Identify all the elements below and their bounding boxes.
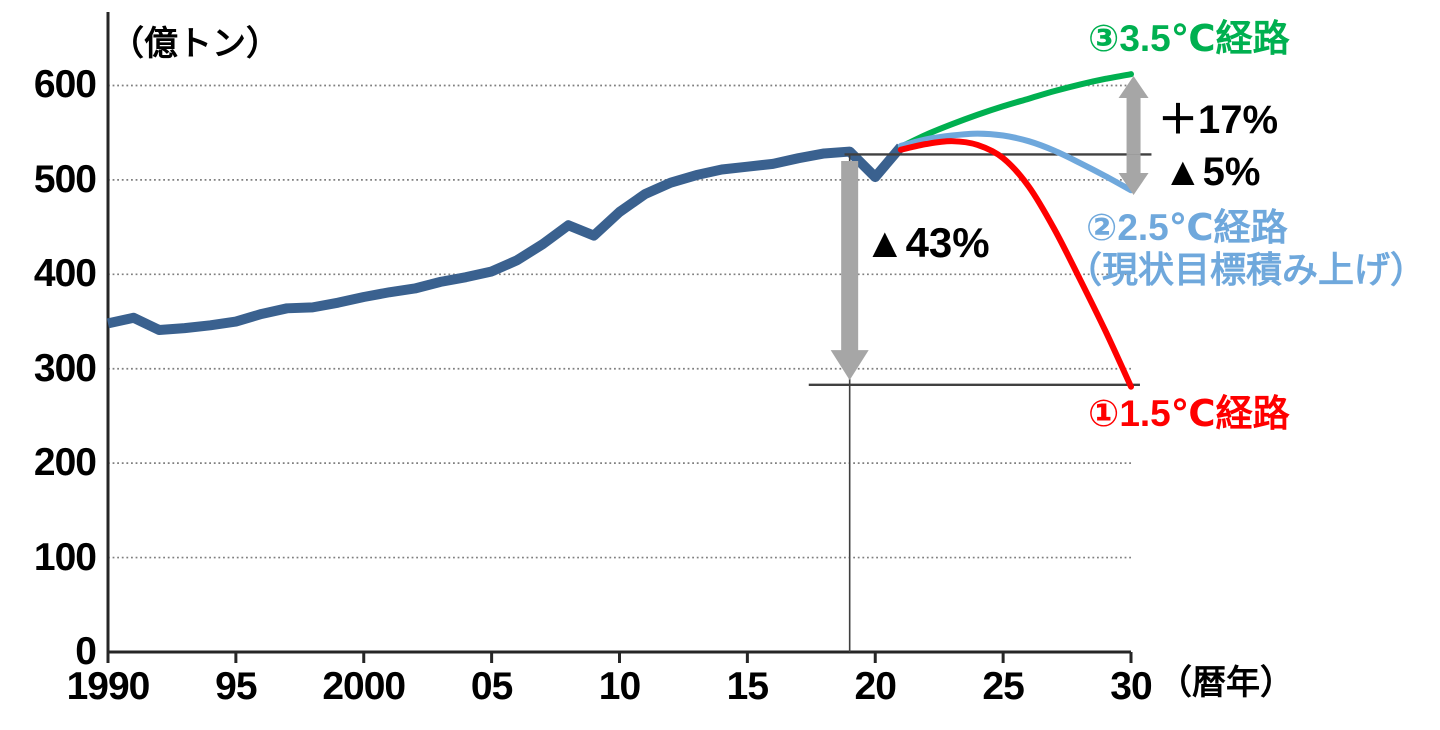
axes	[106, 12, 1131, 654]
x-axis-unit-label: （暦年）	[1158, 664, 1294, 702]
x-tick-label-1995: 95	[215, 665, 257, 708]
y-tick-label-0: 0	[75, 630, 97, 673]
series-path-2-5c	[897, 130, 1134, 194]
series-label-1-5c-path: ①1.5℃経路	[1088, 393, 1290, 434]
x-tick-label-1990: 1990	[66, 665, 151, 708]
x-tick-label-2025: 25	[982, 665, 1024, 708]
series-path-1-5c	[897, 138, 1134, 390]
arrow-down-5	[1118, 154, 1149, 196]
series-historical-emissions	[106, 143, 905, 336]
y-axis-unit-label: （億トン）	[110, 25, 280, 63]
y-tick-label-600: 600	[33, 63, 97, 107]
series-sublabel-2-5c-path: （現状目標積み上げ）	[1066, 249, 1427, 290]
series-path-3-5c	[897, 71, 1134, 150]
y-tick-label-200: 200	[33, 441, 97, 485]
y-tick-label-300: 300	[33, 346, 97, 390]
x-tick-label-2010: 10	[598, 665, 641, 708]
x-tick-label-2020: 20	[854, 665, 897, 708]
x-tick-label-2000: 2000	[322, 665, 406, 708]
x-tick-label-2030: 30	[1110, 665, 1152, 708]
x-tick-label-2015: 15	[726, 665, 769, 708]
y-tick-label-500: 500	[33, 157, 97, 201]
series-label-3-5c-path: ③3.5℃経路	[1088, 18, 1290, 59]
annotation-minus-43-percent: ▲43%	[864, 219, 990, 266]
arrow-drop-43	[830, 161, 869, 381]
x-tick-label-2005: 05	[470, 665, 513, 708]
y-tick-label-100: 100	[33, 535, 97, 579]
arrow-up-17	[1118, 76, 1149, 155]
series-label-2-5c-path: ②2.5℃経路	[1086, 207, 1288, 248]
y-tick-label-400: 400	[33, 252, 97, 296]
annotation-plus-17-percent: ＋17%	[1158, 98, 1279, 142]
annotation-minus-5-percent: ▲5%	[1163, 150, 1261, 194]
